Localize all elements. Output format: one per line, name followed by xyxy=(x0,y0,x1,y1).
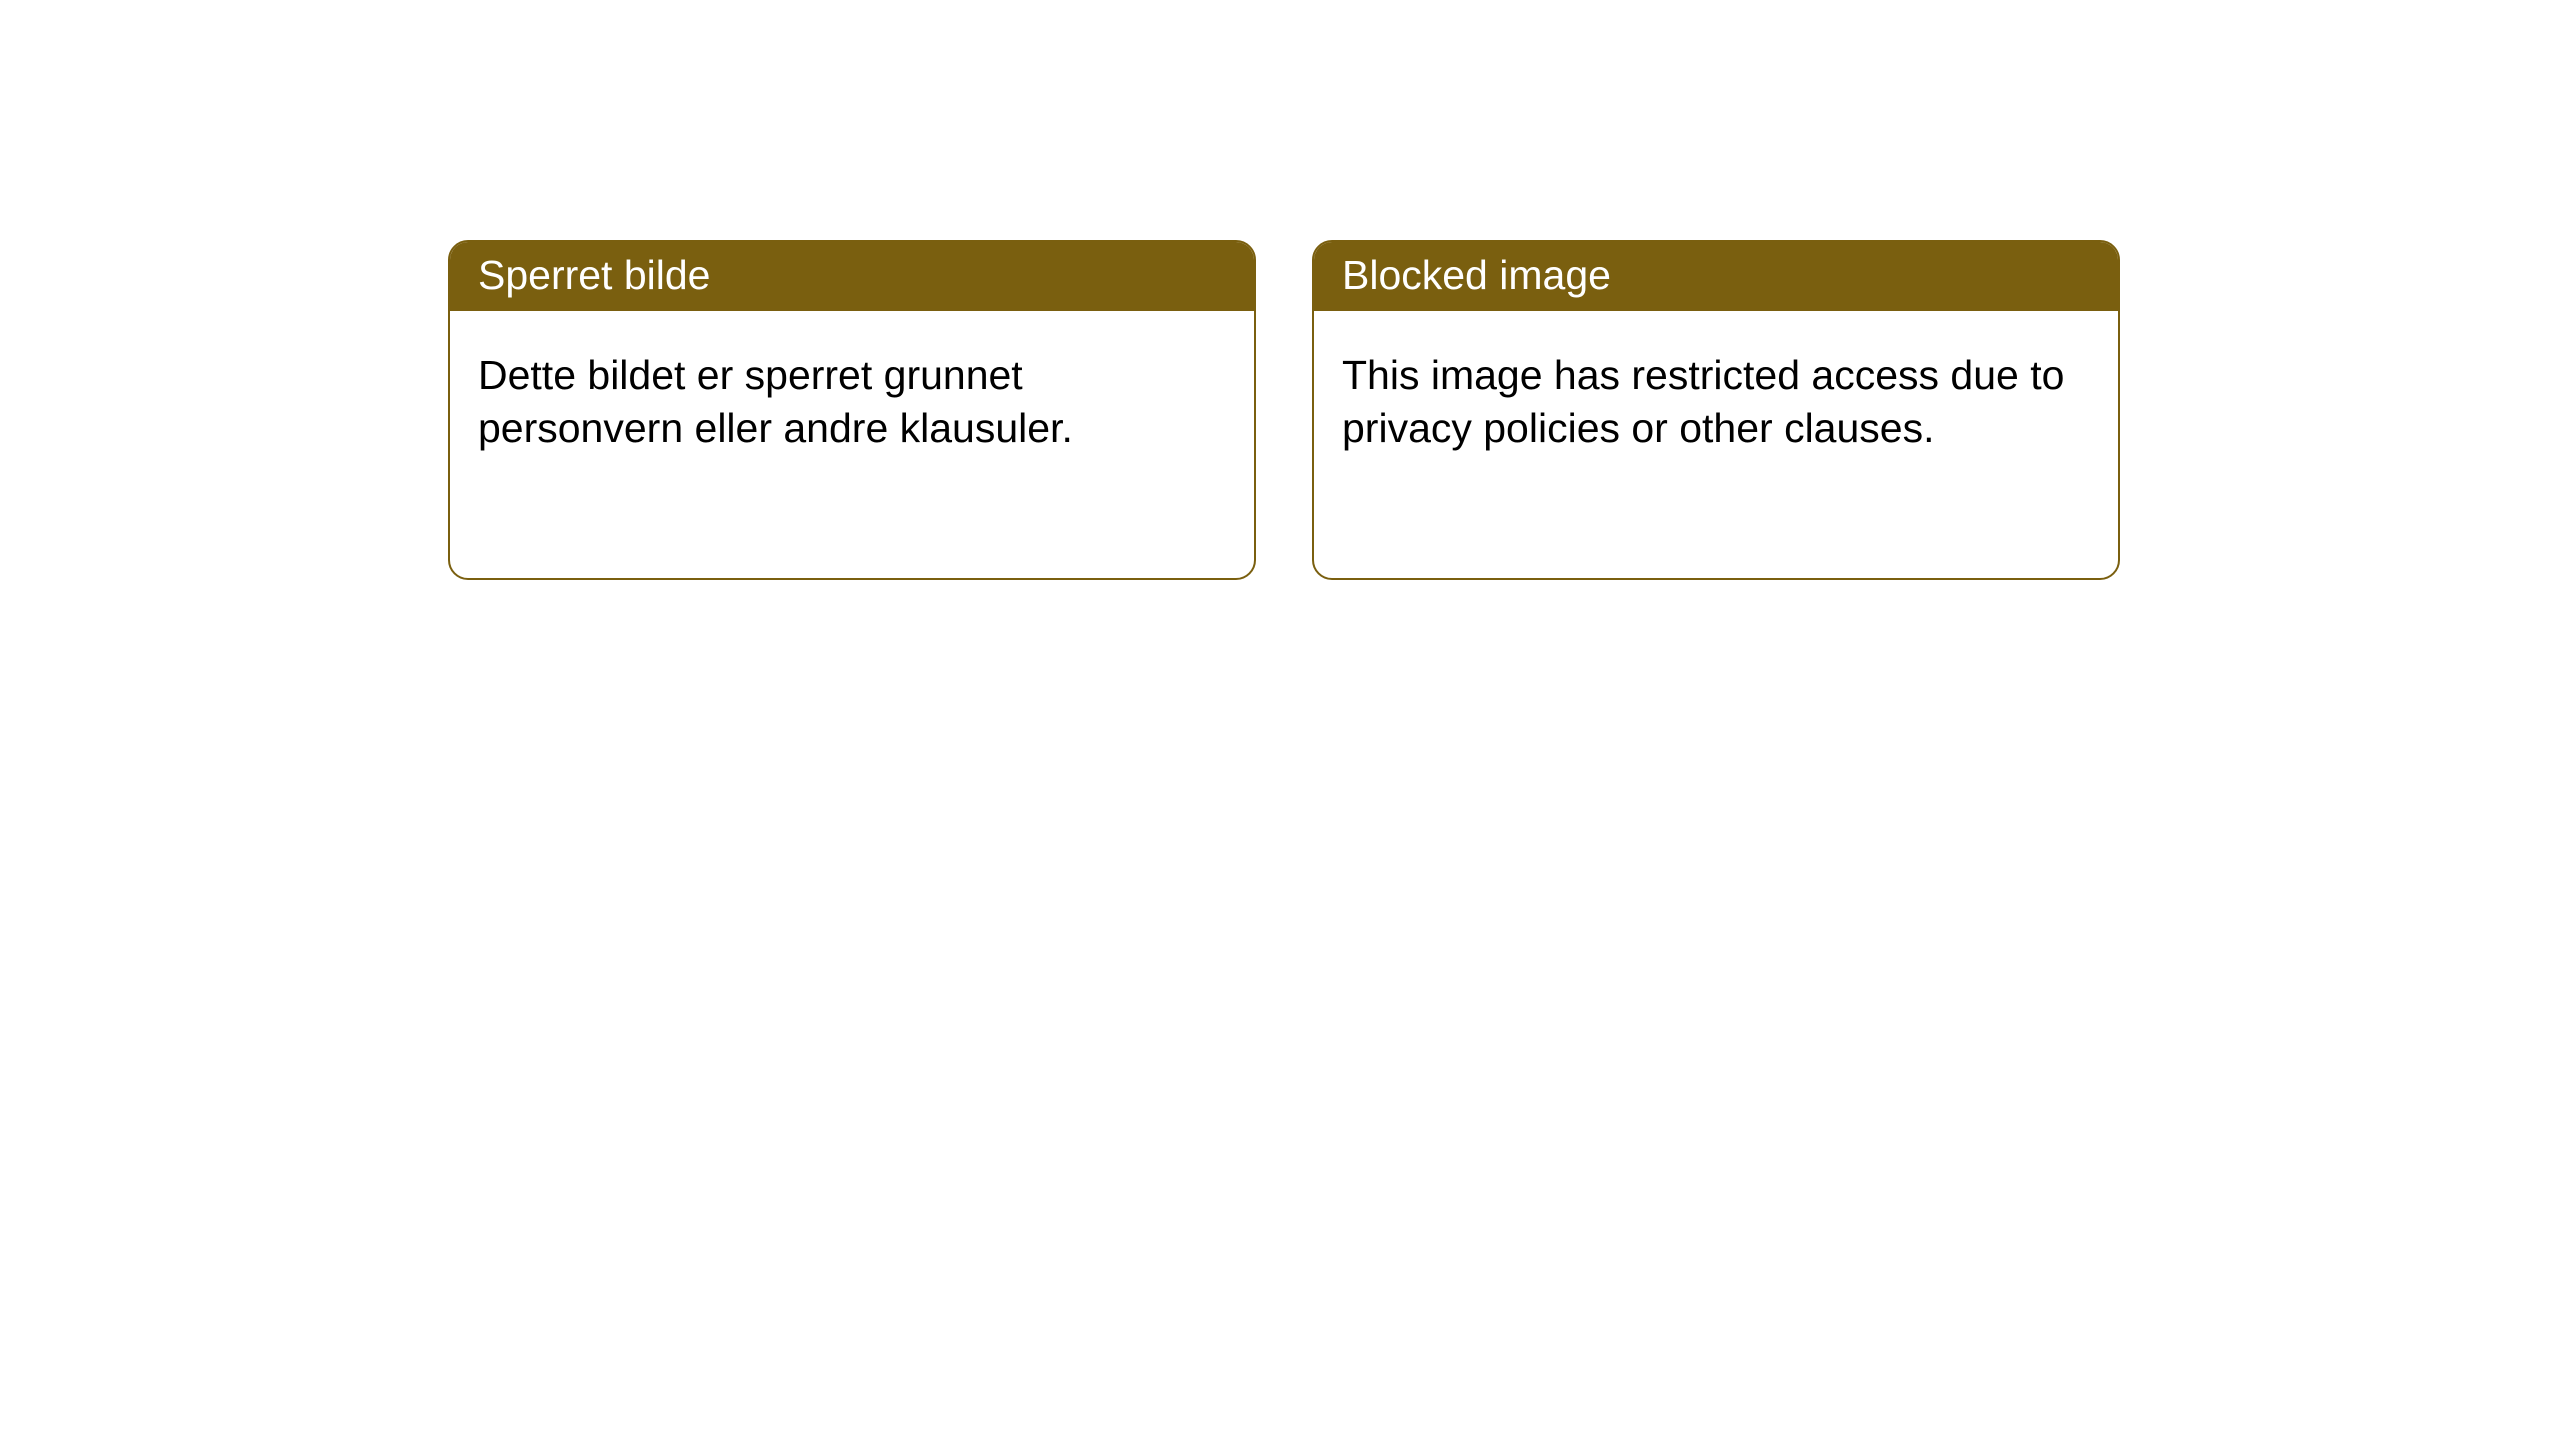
card-body-english: This image has restricted access due to … xyxy=(1314,311,2118,483)
blocked-image-card-norwegian: Sperret bilde Dette bildet er sperret gr… xyxy=(448,240,1256,580)
card-body-norwegian: Dette bildet er sperret grunnet personve… xyxy=(450,311,1254,483)
blocked-image-card-english: Blocked image This image has restricted … xyxy=(1312,240,2120,580)
card-title-norwegian: Sperret bilde xyxy=(450,242,1254,311)
notice-container: Sperret bilde Dette bildet er sperret gr… xyxy=(0,0,2560,580)
card-title-english: Blocked image xyxy=(1314,242,2118,311)
